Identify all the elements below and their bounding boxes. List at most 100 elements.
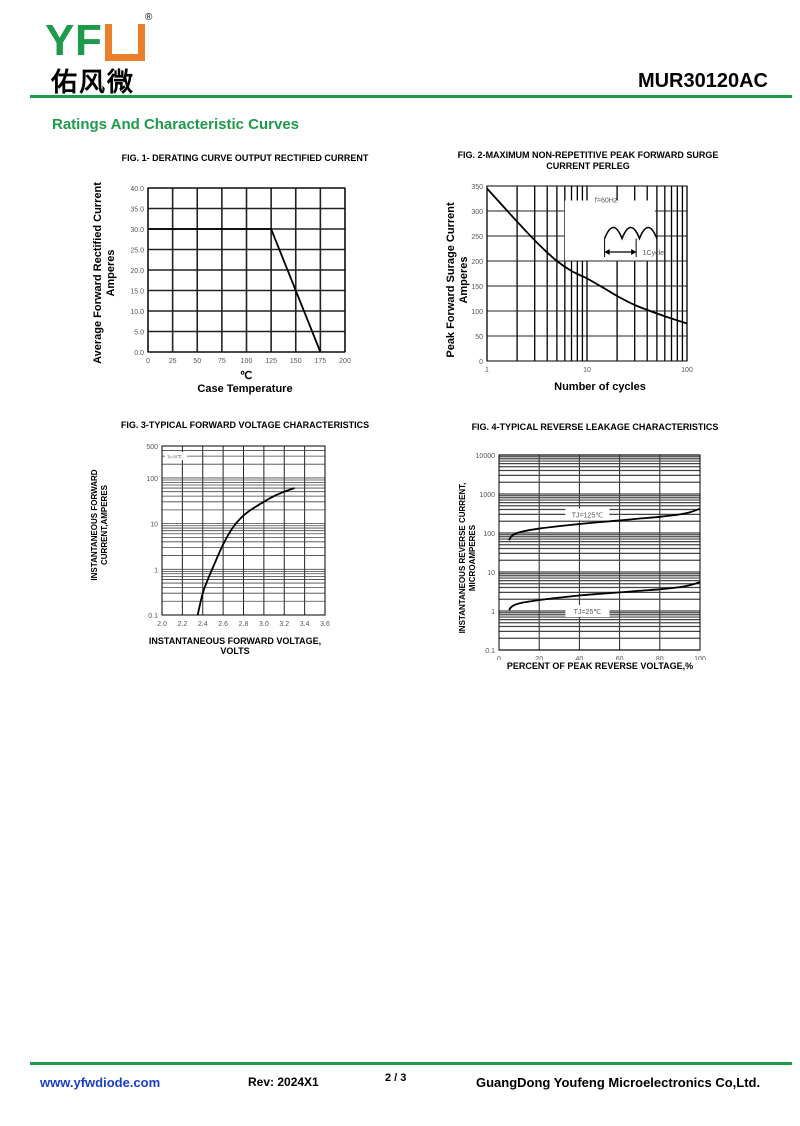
fig1-chart: 0 25 50 75 100 125 150 175 200 0.0 5.0 10.0 15.0 20.0… — [130, 186, 351, 365]
plot-frame — [161, 445, 326, 616]
x-tick-label: 2.6 — [218, 621, 228, 628]
fig3-ylabel: INSTANTANEOUS FORWARD CURRENT,AMPERES — [90, 469, 109, 581]
y-tick-label: 30.0 — [130, 227, 144, 234]
x-tick-label: 20 — [535, 656, 543, 660]
legend-label: Tj=25℃ — [167, 454, 182, 459]
x-tick-label: 100 — [694, 656, 706, 660]
x-tick-label: 150 — [290, 358, 302, 365]
x-tick-label: 2.4 — [198, 621, 208, 628]
legend-box — [165, 452, 187, 461]
x-tick-label: 40 — [576, 656, 584, 660]
plot-frame — [486, 185, 688, 362]
fig2-xlabel: Number of cycles — [554, 381, 646, 393]
x-tick-label: 2.8 — [239, 621, 249, 628]
fig4-title: FIG. 4-TYPICAL REVERSE LEAKAGE CHARACTER… — [471, 422, 719, 432]
y-tick-label: 40.0 — [130, 186, 144, 193]
x-tick-label: 3.6 — [320, 621, 330, 628]
series-label: TJ=25℃ — [574, 609, 602, 616]
y-tick-label: 25.0 — [130, 248, 144, 255]
x-tick-label: 2.2 — [178, 621, 188, 628]
y-tick-label: 1 — [154, 567, 158, 574]
series-curve-0 — [508, 507, 701, 541]
fig1-xlabel: Case Temperature — [197, 383, 293, 395]
y-tick-label: 150 — [471, 284, 483, 291]
plot-frame — [498, 454, 701, 651]
fig3-xlabel: INSTANTANEOUS FORWARD VOLTAGE, VOLTS — [148, 636, 322, 656]
y-tick-label: 10.0 — [130, 309, 144, 316]
series-curve-1 — [508, 581, 701, 611]
x-tick-label: 10 — [583, 367, 591, 374]
revision: Rev: 2024X1 — [248, 1075, 319, 1089]
y-tick-label: 35.0 — [130, 207, 144, 214]
fig2-title: FIG. 2-MAXIMUM NON-REPETITIVE PEAK FORWA… — [457, 150, 719, 171]
series-curve-0 — [148, 228, 322, 353]
y-tick-label: 10000 — [476, 453, 496, 460]
logo-chinese-text: 佑风微 — [51, 68, 136, 98]
x-tick-label: 3.4 — [300, 621, 310, 628]
company-name: GuangDong Youfeng Microelectronics Co,Lt… — [476, 1075, 761, 1090]
cycle-annotation: 1Cycle — [643, 250, 665, 257]
fig4-chart: 0 20 40 60 80 100 0.1 1 10 100 1000 10000 TJ=125℃ TJ=… — [476, 453, 706, 660]
fig3-chart: 2.0 2.2 2.4 2.6 2.8 3.0 3.2 3.4 3.6 0.1 1 10 100 500 T… — [146, 444, 330, 628]
x-tick-label: 60 — [616, 656, 624, 660]
header-divider — [30, 95, 792, 98]
part-number: MUR30120AC — [637, 70, 768, 92]
y-tick-label: 50 — [475, 334, 483, 341]
y-tick-label: 300 — [471, 209, 483, 216]
x-tick-label: 125 — [265, 358, 277, 365]
fig2-chart: 1 10 100 0 50 100 150 200 250 300 350 f=60Hz 1Cycle — [471, 184, 693, 374]
y-tick-label: 0 — [479, 359, 483, 366]
y-tick-label: 15.0 — [130, 289, 144, 296]
y-tick-label: 200 — [471, 259, 483, 266]
page-number: 2 / 3 — [385, 1072, 407, 1084]
series-label-box — [565, 508, 610, 521]
y-tick-label: 1 — [491, 609, 495, 616]
fig1-title: FIG. 1- DERATING CURVE OUTPUT RECTIFIED … — [121, 153, 369, 163]
footer-divider — [30, 1062, 792, 1065]
x-tick-label: 200 — [339, 358, 351, 365]
registered-mark: ® — [145, 12, 153, 23]
y-tick-label: 5.0 — [134, 330, 144, 337]
y-tick-label: 20.0 — [130, 268, 144, 275]
x-tick-label: 0 — [146, 358, 150, 365]
y-tick-label: 10 — [150, 522, 158, 529]
x-tick-label: 0 — [497, 656, 501, 660]
y-tick-label: 0.1 — [148, 613, 158, 620]
y-tick-label: 1000 — [479, 492, 495, 499]
rectified-wave-icon — [603, 226, 658, 241]
y-tick-label: 0.0 — [134, 350, 144, 357]
x-tick-label: 75 — [218, 358, 226, 365]
y-tick-label: 100 — [471, 309, 483, 316]
fig3-title: FIG. 3-TYPICAL FORWARD VOLTAGE CHARACTER… — [120, 420, 370, 430]
plot-frame — [147, 187, 346, 353]
annotation-box — [564, 200, 655, 261]
x-tick-label: 25 — [169, 358, 177, 365]
y-tick-label: 100 — [483, 531, 495, 538]
y-tick-label: 250 — [471, 234, 483, 241]
series-curve-0 — [196, 487, 295, 616]
x-tick-label: 50 — [193, 358, 201, 365]
fig1-xunit: ℃ — [239, 370, 253, 382]
y-tick-label: 350 — [471, 184, 483, 191]
section-title: Ratings And Characteristic Curves — [52, 116, 300, 133]
x-tick-label: 3.2 — [279, 621, 289, 628]
x-tick-label: 3.0 — [259, 621, 269, 628]
x-tick-label: 100 — [681, 367, 693, 374]
series-label-box — [565, 605, 610, 617]
y-tick-label: 100 — [146, 476, 158, 483]
y-tick-label: 500 — [146, 444, 158, 451]
x-tick-label: 80 — [656, 656, 664, 660]
x-tick-label: 1 — [485, 367, 489, 374]
fig4-xlabel: PERCENT OF PEAK REVERSE VOLTAGE,% — [506, 661, 694, 671]
y-tick-label: 10 — [487, 570, 495, 577]
website-link[interactable]: www.yfwdiode.com — [40, 1075, 161, 1090]
x-tick-label: 175 — [315, 358, 327, 365]
frequency-annotation: f=60Hz — [595, 198, 618, 205]
series-label: TJ=125℃ — [572, 512, 604, 519]
x-tick-label: 2.0 — [157, 621, 167, 628]
series-curve-0 — [486, 187, 688, 325]
x-tick-label: 100 — [241, 358, 253, 365]
y-tick-label: 0.1 — [485, 648, 495, 655]
